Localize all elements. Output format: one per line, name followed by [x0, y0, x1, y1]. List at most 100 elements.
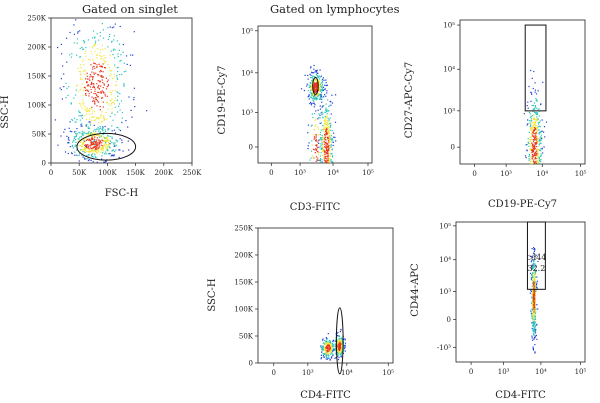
event-dot	[85, 125, 87, 127]
event-dot	[85, 148, 87, 150]
event-dot	[60, 135, 62, 137]
event-dot	[535, 128, 537, 130]
event-dot	[66, 61, 68, 63]
event-dot	[78, 102, 81, 104]
event-dot	[536, 113, 539, 115]
event-dot	[78, 160, 80, 162]
event-dot	[111, 27, 113, 29]
event-dot	[317, 76, 319, 79]
event-dot	[123, 84, 125, 86]
event-dot	[533, 267, 535, 269]
event-dot	[327, 149, 329, 151]
event-dot	[88, 111, 90, 113]
event-dot	[88, 90, 90, 92]
event-dot	[540, 148, 542, 150]
event-dot	[97, 148, 99, 150]
event-dot	[538, 146, 540, 148]
event-dot	[84, 73, 86, 76]
event-dot	[317, 118, 319, 120]
event-dot	[323, 125, 325, 127]
event-dot	[69, 130, 71, 132]
event-dot	[319, 155, 321, 157]
event-dot	[63, 131, 65, 133]
event-dot	[532, 276, 535, 278]
event-dot	[102, 76, 104, 78]
event-dot	[327, 159, 329, 161]
event-dot	[99, 81, 101, 83]
event-dot	[104, 60, 106, 62]
event-dot	[325, 358, 327, 360]
event-dot	[310, 89, 312, 91]
event-dot	[530, 148, 532, 150]
y-tick-label: 0	[447, 316, 451, 324]
event-dot	[83, 147, 85, 149]
event-dot	[540, 134, 542, 136]
event-dot	[98, 148, 100, 150]
event-dot	[317, 134, 319, 136]
event-dot	[82, 70, 84, 72]
event-dot	[93, 99, 95, 101]
event-dot	[331, 343, 333, 345]
event-dot	[320, 82, 322, 84]
event-dot	[102, 127, 104, 129]
event-dot	[91, 71, 93, 73]
event-dot	[113, 39, 115, 41]
event-dot	[536, 99, 538, 101]
event-dot	[90, 132, 92, 134]
event-dot	[322, 105, 324, 107]
event-dot	[532, 147, 534, 150]
event-dot	[105, 101, 107, 103]
event-dot	[329, 160, 331, 162]
event-dot	[534, 307, 536, 309]
event-dot	[534, 311, 536, 313]
event-dot	[533, 318, 535, 320]
event-dot	[536, 148, 538, 150]
event-dot	[530, 91, 532, 93]
event-dot	[321, 135, 323, 137]
event-dot	[532, 272, 534, 274]
gate-ellipse[interactable]	[335, 307, 344, 375]
event-dot	[537, 119, 539, 121]
event-dot	[99, 127, 101, 129]
event-dot	[533, 311, 535, 313]
event-dot	[106, 118, 108, 120]
event-dot	[72, 147, 74, 149]
event-dot	[531, 328, 533, 330]
event-dot	[93, 92, 95, 95]
event-dot	[89, 150, 92, 152]
event-dot	[532, 348, 534, 350]
x-tick-label: 10³	[500, 170, 512, 178]
event-dot	[119, 138, 121, 140]
event-dot	[88, 58, 90, 61]
event-dot	[331, 138, 333, 140]
gate-ellipse[interactable]	[76, 132, 137, 161]
event-dot	[324, 343, 326, 345]
event-dot	[98, 145, 100, 147]
gate-rectangle[interactable]	[524, 24, 547, 112]
event-dot	[530, 255, 532, 257]
event-dot	[532, 285, 534, 287]
event-dot	[310, 67, 312, 69]
event-dot	[102, 106, 104, 108]
event-dot	[108, 143, 110, 145]
event-dot	[75, 85, 78, 87]
gate-rectangle[interactable]	[526, 221, 546, 290]
event-dot	[336, 351, 338, 354]
event-dot	[326, 146, 328, 148]
gate-ellipse[interactable]	[312, 77, 319, 95]
event-dot	[326, 134, 328, 136]
event-dot	[338, 336, 340, 338]
event-dot	[101, 97, 104, 99]
event-dot	[76, 154, 78, 156]
event-dot	[328, 342, 330, 344]
event-dot	[327, 130, 330, 133]
event-dot	[107, 153, 109, 155]
event-dot	[320, 145, 322, 147]
event-dot	[528, 142, 530, 144]
event-dot	[91, 106, 93, 108]
event-dot	[320, 358, 322, 360]
event-dot	[314, 96, 316, 98]
event-dot	[329, 132, 331, 134]
event-dot	[109, 140, 112, 142]
event-dot	[530, 118, 532, 120]
